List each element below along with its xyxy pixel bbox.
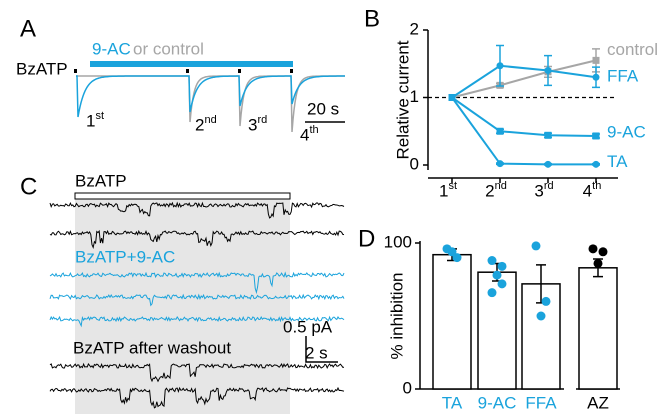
point [496,62,504,70]
panel-letter: C [20,173,37,200]
point [592,132,600,140]
point [448,94,456,101]
y-tick-label: 100 [384,232,412,251]
point [496,160,504,168]
channel-trace [49,293,345,307]
point [492,270,502,280]
panel-letter: A [20,15,36,42]
series-line [451,64,597,99]
response-trace [76,75,345,118]
point [497,261,507,271]
stimulus-label: BzATP [16,59,68,78]
stim-bar [74,192,291,200]
point [541,296,551,306]
point [588,244,598,254]
panel-letter: B [364,5,380,32]
channel-trace [49,362,345,383]
x-tick-label: AZ [587,393,609,412]
pulse-label: 2nd [195,114,217,135]
point [598,247,608,257]
traces [49,75,345,409]
stimulus-label: BzATP [75,171,127,190]
series-line [451,96,597,137]
point [447,247,457,257]
bar [578,267,618,390]
series-label: control [607,40,658,59]
stim-ticks [74,69,293,73]
point [496,127,504,135]
point [592,73,600,81]
pulse-label: 4th [300,124,319,145]
x-tick-label: 1st [439,180,457,201]
y-tick-label: 0 [403,378,412,397]
x-tick-label: 9-AC [478,393,517,412]
series-label: FFA [607,67,639,86]
x-tick-label: 2nd [485,180,507,201]
series-line [451,96,596,166]
bar [477,271,517,390]
point [531,241,541,251]
point [544,160,552,168]
channel-trace [49,386,345,409]
point [592,56,600,64]
y-tick-label: 0 [410,154,419,173]
scale-label: 0.5 pA [283,317,333,336]
y-tick-label: 2 [410,19,419,38]
stim-shade [75,198,290,414]
point [487,256,497,266]
drug-alt-label: or control [133,39,204,58]
channel-trace [49,229,345,250]
scale-label: 20 s [307,99,339,118]
x-tick-label: 4th [583,180,602,201]
drug-bar [90,61,293,67]
pulse-label: 3rd [248,114,267,135]
point [592,160,600,168]
scale-label: 2 s [305,343,328,362]
series-label: 9-AC [607,122,646,141]
x-tick-label: FFA [525,393,557,412]
series-label: TA [607,152,628,171]
y-axis-label: Relative current [393,40,412,159]
x-tick-label: TA [442,393,463,412]
point [536,311,546,321]
x-tick-label: 3rd [534,180,553,201]
point [452,253,462,263]
drug-label: 9-AC [92,39,131,58]
point [544,67,552,74]
channel-trace [49,271,345,295]
drug-label: BzATP+9-AC [75,247,175,266]
point [497,279,507,289]
point [544,131,552,139]
charts: 0 1 2 Relative current 1st 2nd 3rd 4th control FF… [384,19,658,412]
point [487,288,497,298]
bar [432,253,472,390]
channel-trace [49,201,345,219]
pulse-label: 1st [86,110,104,131]
panel-letter: D [358,225,375,252]
y-tick-label: 1 [410,87,419,106]
series-line [451,59,597,99]
point [593,258,603,268]
channel-trace [49,315,345,328]
y-axis-label: % inhibition [387,273,406,360]
scale-bar [305,336,338,363]
washout-label: BzATP after washout [73,338,231,357]
